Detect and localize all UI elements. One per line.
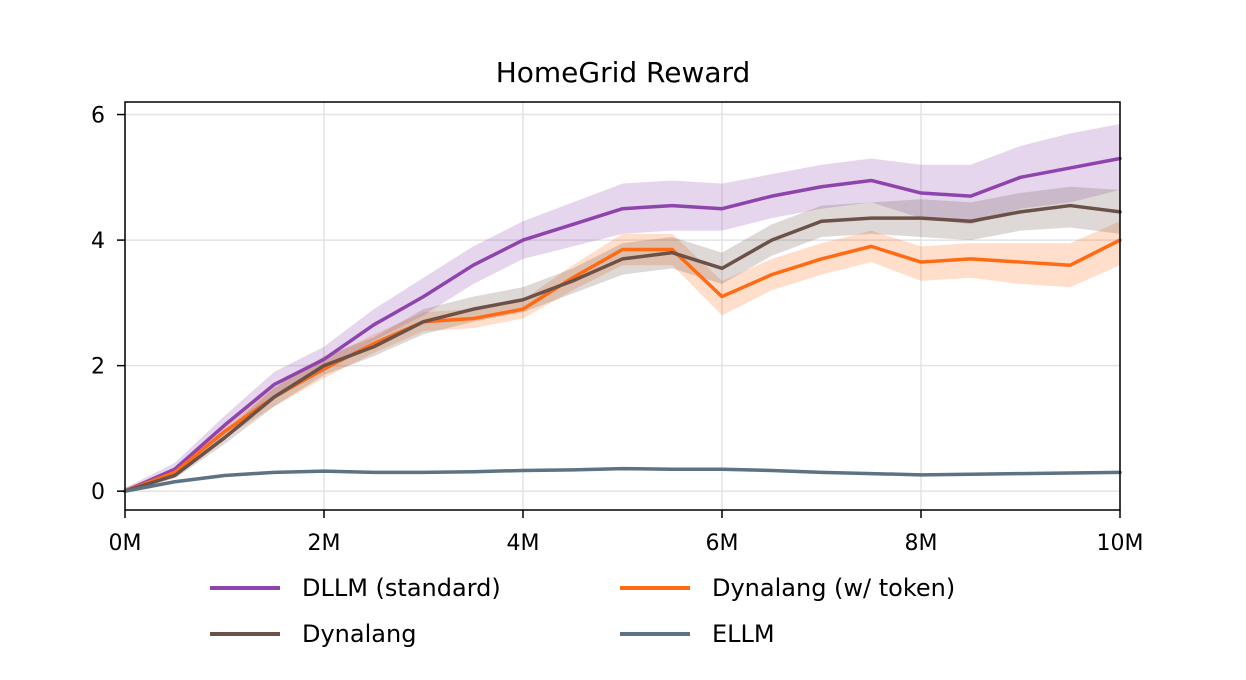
chart-title: HomeGrid Reward xyxy=(496,56,751,89)
x-tick-label: 2M xyxy=(308,531,341,556)
x-tick-label: 4M xyxy=(507,531,540,556)
dllm-standard-band xyxy=(125,123,1120,492)
y-tick-label: 0 xyxy=(91,480,105,505)
series-lines xyxy=(123,156,1122,493)
ellm-line xyxy=(123,466,1122,493)
confidence-bands xyxy=(125,123,1120,492)
y-tick-label: 2 xyxy=(91,355,105,380)
x-tick-label: 10M xyxy=(1097,531,1144,556)
x-tick-label: 8M xyxy=(905,531,938,556)
x-axis: 0M 2M 4M 6M 8M 10M xyxy=(109,510,1144,556)
dynalang-band xyxy=(125,186,1120,492)
dynalang-w-token-legend-label: Dynalang (w/ token) xyxy=(712,574,955,602)
grid xyxy=(124,102,1121,510)
dllm-standard-line xyxy=(123,156,1122,493)
x-tick-label: 6M xyxy=(706,531,739,556)
x-tick-label: 0M xyxy=(109,531,142,556)
y-tick-label: 6 xyxy=(91,104,105,129)
ellm-legend-label: ELLM xyxy=(712,620,775,648)
dllm-standard-legend-label: DLLM (standard) xyxy=(302,574,501,602)
dynalang-legend-label: Dynalang xyxy=(302,620,416,648)
y-axis: 0 2 4 6 xyxy=(91,104,125,505)
legend: DLLM (standard) Dynalang (w/ token) Dynala… xyxy=(210,574,955,648)
dynalang-w-token-band xyxy=(125,221,1120,492)
dynalang-line xyxy=(123,203,1122,493)
y-tick-label: 4 xyxy=(91,229,105,254)
plot-frame xyxy=(124,101,1121,511)
